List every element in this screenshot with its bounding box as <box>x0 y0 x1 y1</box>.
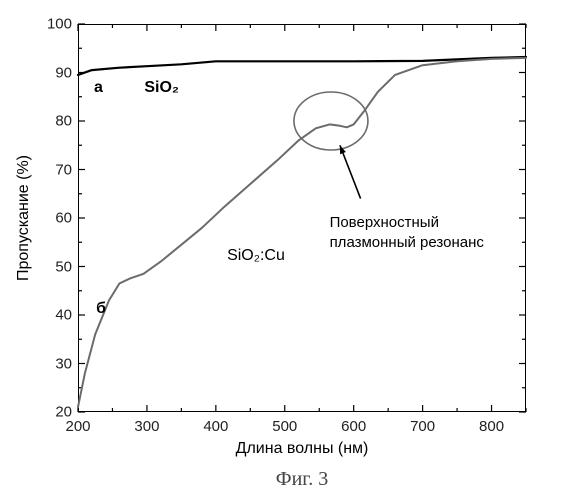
y-tick-label: 20 <box>42 404 72 421</box>
y-axis-label: Пропускание (%) <box>15 155 33 281</box>
y-tick-label: 70 <box>42 161 72 178</box>
y-tick-label: 100 <box>42 16 72 33</box>
series-b-label: SiO₂:Cu <box>227 247 285 265</box>
figure-caption: Фиг. 3 <box>276 468 328 491</box>
x-tick-label: 600 <box>341 418 366 435</box>
series-b-marker: б <box>96 300 106 318</box>
y-tick-label: 60 <box>42 210 72 227</box>
series-a-line <box>78 57 526 75</box>
x-axis-label: Длина волны (нм) <box>236 440 369 458</box>
plasmon-label-line2: плазмонный резонанс <box>330 234 484 251</box>
x-tick-label: 400 <box>203 418 228 435</box>
x-tick-label: 700 <box>410 418 435 435</box>
plasmon-arrow-line <box>340 145 361 198</box>
y-tick-label: 40 <box>42 307 72 324</box>
x-tick-label: 300 <box>134 418 159 435</box>
series-a-marker: а <box>94 79 103 97</box>
plasmon-arrow-head <box>340 145 346 154</box>
series-a-label: SiO₂ <box>144 79 179 97</box>
figure-container: Пропускание (%) Длина волны (нм) Фиг. 3 … <box>0 0 569 500</box>
x-tick-label: 800 <box>479 418 504 435</box>
y-tick-label: 80 <box>42 113 72 130</box>
plasmon-label-line1: Поверхностный <box>330 214 439 231</box>
x-tick-label: 200 <box>65 418 90 435</box>
x-tick-label: 500 <box>272 418 297 435</box>
y-tick-label: 50 <box>42 258 72 275</box>
y-tick-label: 90 <box>42 64 72 81</box>
plasmon-label: Поверхностный плазмонный резонанс <box>330 213 484 252</box>
y-tick-label: 30 <box>42 355 72 372</box>
